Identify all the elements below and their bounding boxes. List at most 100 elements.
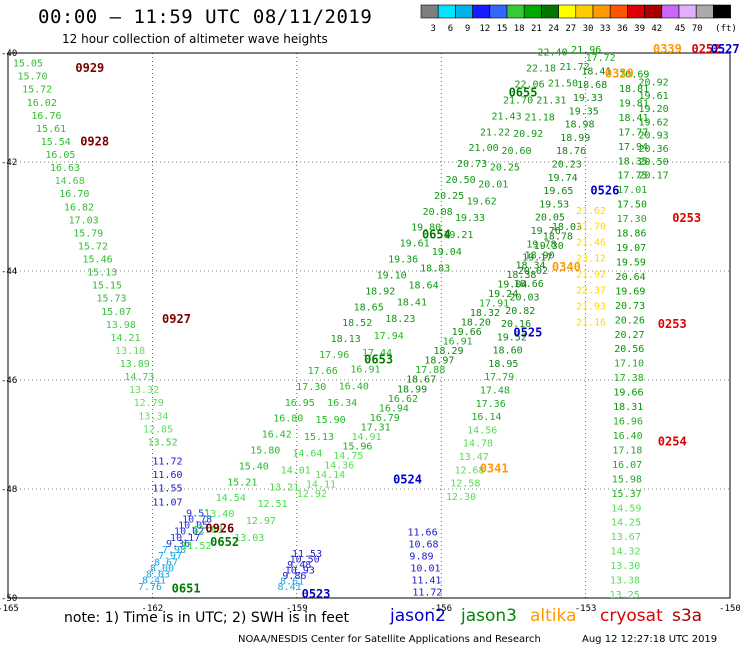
pass-time-label: 0524 bbox=[393, 473, 422, 487]
swh-value: 18.13 bbox=[331, 334, 361, 345]
swh-value: 19.78 bbox=[526, 239, 556, 250]
swh-value: 15.73 bbox=[96, 294, 126, 305]
swh-value: 19.21 bbox=[443, 230, 473, 241]
swh-value: 13.89 bbox=[120, 359, 150, 370]
swh-value: 18.86 bbox=[616, 229, 646, 240]
swh-value: 18.65 bbox=[354, 302, 384, 313]
swh-value: 13.03 bbox=[234, 533, 264, 544]
legend-item-jason2: jason2 bbox=[390, 606, 446, 626]
swh-value: 19.81 bbox=[619, 98, 649, 109]
swh-value: 15.72 bbox=[22, 85, 52, 96]
swh-value: 19.30 bbox=[534, 241, 564, 252]
swh-value: 14.21 bbox=[110, 333, 140, 344]
footer-note: note: 1) Time is in UTC; 2) SWH is in fe… bbox=[64, 610, 350, 626]
swh-value: 18.76 bbox=[556, 146, 586, 157]
swh-value: 20.60 bbox=[501, 146, 531, 157]
pass-time-label: 0929 bbox=[75, 61, 104, 75]
swh-value: 16.82 bbox=[64, 202, 94, 213]
legend-item-jason3: jason3 bbox=[461, 606, 517, 626]
swh-value: 19.62 bbox=[467, 196, 497, 207]
swh-value: 19.59 bbox=[616, 257, 646, 268]
page-subtitle: 12 hour collection of altimeter wave hei… bbox=[62, 32, 328, 46]
swh-value: 16.07 bbox=[612, 460, 642, 471]
swh-value: 20.64 bbox=[616, 272, 646, 283]
pass-time-label: 0652 bbox=[210, 535, 239, 549]
swh-value: 12.58 bbox=[450, 479, 480, 490]
swh-value: 20.36 bbox=[639, 144, 669, 155]
swh-value: 16.91 bbox=[350, 365, 380, 376]
pass-time-label: 0252 bbox=[691, 42, 720, 56]
swh-value: 22.18 bbox=[526, 64, 556, 75]
swh-value: 14.54 bbox=[216, 493, 246, 504]
swh-value: 18.32 bbox=[470, 308, 500, 319]
swh-value: 20.73 bbox=[457, 159, 487, 170]
swh-value: 21.43 bbox=[492, 111, 522, 122]
colorbar-tick-label: 27 bbox=[565, 24, 576, 34]
pass-time-label: 0253 bbox=[672, 211, 701, 225]
swh-value: 19.07 bbox=[616, 243, 646, 254]
swh-value: 17.38 bbox=[614, 373, 644, 384]
swh-value: 11.52 bbox=[181, 541, 211, 552]
swh-value: 14.73 bbox=[124, 372, 154, 383]
swh-value: 21.46 bbox=[576, 238, 606, 249]
swh-value: 19.80 bbox=[411, 223, 441, 234]
swh-value: 19.24 bbox=[488, 289, 518, 300]
colorbar-tick-label: 70 bbox=[692, 24, 703, 34]
swh-value: 10.01 bbox=[410, 563, 440, 574]
swh-value: 16.14 bbox=[471, 412, 501, 423]
swh-value: 9.51 bbox=[186, 508, 210, 519]
swh-value: 19.20 bbox=[639, 104, 669, 115]
swh-value: 15.96 bbox=[342, 441, 372, 452]
swh-value: 12.30 bbox=[446, 492, 476, 503]
swh-value: 14.56 bbox=[467, 425, 497, 436]
colorbar-tick-label: 33 bbox=[600, 24, 611, 34]
colorbar-unit-label: (ft) bbox=[715, 24, 737, 34]
swh-value: 16.70 bbox=[59, 189, 89, 200]
swh-value: 15.13 bbox=[87, 268, 117, 279]
color-scale-bar: 3 6 9 12 15 18 21 24 27 30 33 36 39 42 45 70 (ft) bbox=[420, 4, 737, 34]
swh-value: 13.52 bbox=[148, 437, 178, 448]
swh-value: 19.74 bbox=[548, 173, 578, 184]
swh-value: 12.79 bbox=[134, 398, 164, 409]
swh-value: 12.51 bbox=[257, 499, 287, 510]
legend-item-altika: altika bbox=[530, 606, 577, 626]
swh-value: 9.48 bbox=[287, 560, 311, 571]
swh-value: 7.76 bbox=[138, 582, 162, 593]
swh-value: 13.32 bbox=[129, 385, 159, 396]
lon-tick-label: -150 bbox=[719, 604, 740, 614]
pass-time-label: 0928 bbox=[80, 135, 109, 149]
swh-value: 23.12 bbox=[576, 254, 606, 265]
swh-value: 16.79 bbox=[370, 413, 400, 424]
pass-time-label: 0253 bbox=[658, 317, 687, 331]
plot-frame bbox=[7, 52, 731, 599]
swh-value: 19.52 bbox=[497, 332, 527, 343]
swh-value: 18.41 bbox=[618, 113, 648, 124]
colorbar-swatch bbox=[713, 4, 731, 19]
swh-value: 15.54 bbox=[41, 137, 71, 148]
swh-value: 9.86 bbox=[282, 571, 306, 582]
colorbar-tick-label: 18 bbox=[514, 24, 525, 34]
swh-value: 11.07 bbox=[152, 497, 182, 508]
swh-value: 13.38 bbox=[610, 576, 640, 587]
swh-value: 18.97 bbox=[424, 356, 454, 367]
swh-value: 17.01 bbox=[617, 185, 647, 196]
swh-value: 14.11 bbox=[306, 480, 336, 491]
footer-timestamp: Aug 12 12:27:18 UTC 2019 bbox=[582, 634, 718, 645]
swh-value: 15.79 bbox=[73, 228, 103, 239]
lon-tick-label: -156 bbox=[430, 604, 452, 614]
swh-value: 12.97 bbox=[246, 516, 276, 527]
swh-value: 18.81 bbox=[619, 84, 649, 95]
swh-value: 19.69 bbox=[615, 286, 645, 297]
swh-value: 17.75 bbox=[617, 171, 647, 182]
swh-value: 17.96 bbox=[319, 350, 349, 361]
swh-value: 18.99 bbox=[397, 384, 427, 395]
swh-value: 20.92 bbox=[513, 129, 543, 140]
swh-value: 21.96 bbox=[571, 45, 601, 56]
swh-value: 10.78 bbox=[182, 514, 212, 525]
swh-value: 19.10 bbox=[377, 270, 407, 281]
swh-value: 22.37 bbox=[576, 286, 606, 297]
swh-value: 15.98 bbox=[612, 474, 642, 485]
swh-value: 18.38 bbox=[506, 270, 536, 281]
swh-value: 13.98 bbox=[106, 320, 136, 331]
